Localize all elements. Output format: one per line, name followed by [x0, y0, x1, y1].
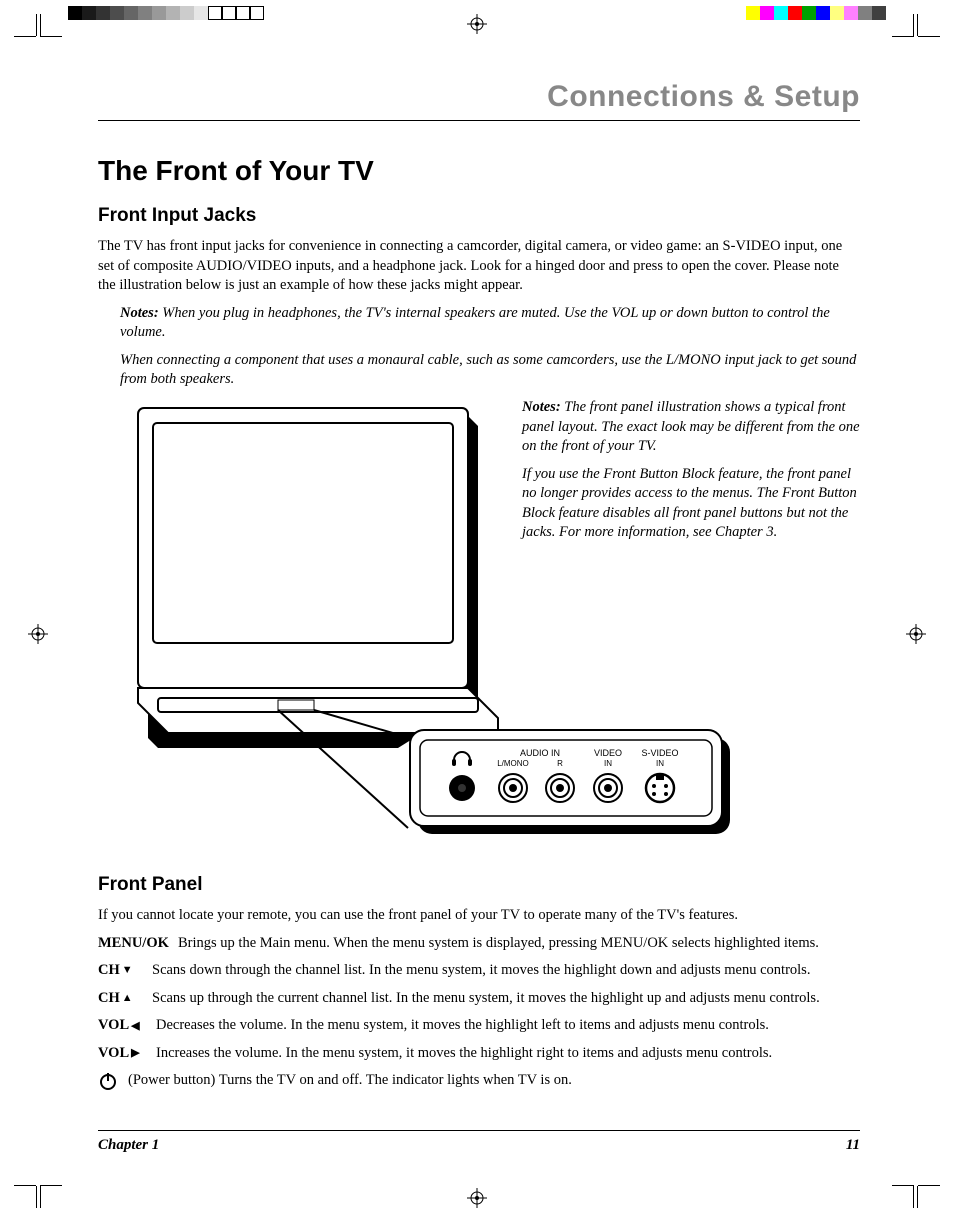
controls-list: MENU/OK Brings up the Main menu. When th…: [98, 934, 860, 1092]
cropmark: [884, 14, 914, 44]
control-desc: Scans up through the current channel lis…: [152, 989, 860, 1009]
registration-mark: [467, 1188, 487, 1208]
control-label: VOL ◀: [98, 1016, 156, 1036]
control-desc: Decreases the volume. In the menu system…: [156, 1016, 860, 1036]
subheading-panel: Front Panel: [98, 874, 860, 896]
control-label: CH▼: [98, 961, 152, 981]
notes-label: Notes:: [120, 305, 159, 321]
control-row: VOL ▶ Increases the volume. In the menu …: [98, 1044, 860, 1064]
label-audio-in: AUDIO IN: [520, 748, 560, 758]
control-row: VOL ◀ Decreases the volume. In the menu …: [98, 1016, 860, 1036]
label-video: VIDEO: [594, 748, 622, 758]
jacks-body: The TV has front input jacks for conveni…: [98, 237, 860, 296]
video-jack: [594, 774, 622, 802]
cropmark: [910, 14, 940, 44]
cropmark: [910, 1178, 940, 1208]
side-note-1-text: The front panel illustration shows a typ…: [522, 399, 860, 454]
label-svideo: S-VIDEO: [641, 748, 678, 758]
down-arrow-icon: ▼: [122, 963, 133, 978]
right-arrow-icon: ▶: [131, 1046, 139, 1061]
control-desc: (Power button) Turns the TV on and off. …: [128, 1071, 860, 1091]
subheading-jacks: Front Input Jacks: [98, 205, 860, 227]
page-title: The Front of Your TV: [98, 155, 860, 187]
registration-mark: [467, 14, 487, 34]
registration-mark: [28, 624, 48, 644]
color-bar: [746, 6, 886, 20]
control-desc: Brings up the Main menu. When the menu s…: [178, 934, 860, 954]
grayscale-bar: [68, 6, 264, 20]
figure-area: AUDIO IN L/MONO R VIDEO IN S-VIDEO IN: [98, 398, 860, 858]
control-desc: Increases the volume. In the menu system…: [156, 1044, 860, 1064]
label-r: R: [557, 759, 563, 768]
control-row-power: (Power button) Turns the TV on and off. …: [98, 1071, 860, 1091]
registration-mark: [906, 624, 926, 644]
up-arrow-icon: ▲: [122, 991, 133, 1006]
cropmark: [40, 14, 70, 44]
control-label: VOL ▶: [98, 1044, 156, 1064]
power-icon: [98, 1071, 128, 1091]
side-note-1: Notes: The front panel illustration show…: [522, 398, 860, 457]
left-arrow-icon: ◀: [131, 1019, 139, 1034]
footer-page: 11: [846, 1137, 860, 1154]
control-label: MENU/OK: [98, 934, 178, 954]
control-row: CH▼ Scans down through the channel list.…: [98, 961, 860, 981]
control-label: CH▲: [98, 989, 152, 1009]
label-video-in: IN: [604, 759, 612, 768]
side-notes: Notes: The front panel illustration show…: [522, 398, 860, 551]
page-content: Connections & Setup The Front of Your TV…: [98, 80, 860, 1099]
control-desc: Scans down through the channel list. In …: [152, 961, 860, 981]
footer-chapter: Chapter 1: [98, 1137, 159, 1154]
page-footer: Chapter 1 11: [98, 1130, 860, 1154]
note-1-text: When you plug in headphones, the TV's in…: [120, 305, 830, 341]
audio-r-jack: [546, 774, 574, 802]
control-row: CH▲ Scans up through the current channel…: [98, 989, 860, 1009]
panel-intro: If you cannot locate your remote, you ca…: [98, 906, 860, 926]
cropmark: [40, 1178, 70, 1208]
audio-l-jack: [499, 774, 527, 802]
side-notes-label: Notes:: [522, 399, 561, 415]
notes-block: Notes: When you plug in headphones, the …: [120, 304, 860, 390]
note-2: When connecting a component that uses a …: [120, 351, 860, 390]
note-1: Notes: When you plug in headphones, the …: [120, 304, 860, 343]
control-row: MENU/OK Brings up the Main menu. When th…: [98, 934, 860, 954]
section-header: Connections & Setup: [98, 80, 860, 121]
cropmark: [884, 1178, 914, 1208]
label-lmono: L/MONO: [497, 759, 529, 768]
label-svideo-in: IN: [656, 759, 664, 768]
side-note-2: If you use the Front Button Block featur…: [522, 465, 860, 543]
